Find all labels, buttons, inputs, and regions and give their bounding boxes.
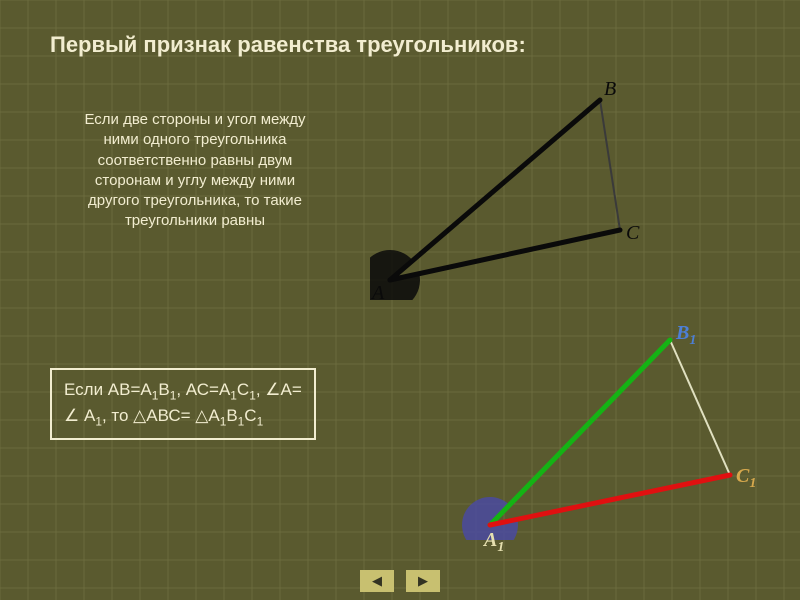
nav-controls: ◀ ▶ (360, 570, 440, 592)
vertex-a-label: A (372, 282, 384, 305)
vertex-а1-label: А1 (484, 529, 504, 556)
vertex-в1-label: В1 (676, 322, 696, 349)
prev-icon: ◀ (372, 573, 382, 589)
next-button[interactable]: ▶ (406, 570, 440, 592)
triangle-a1b1c1 (450, 330, 760, 540)
vertex-b-label: B (604, 78, 616, 101)
formula-line-1: Если АВ=А1В1, АС=А1С1, ∠А= (64, 378, 302, 404)
theorem-text: Если две стороны и угол между ними одног… (70, 110, 320, 232)
formula-box: Если АВ=А1В1, АС=А1С1, ∠А= ∠ А1, то △АВС… (50, 368, 316, 440)
next-icon: ▶ (418, 573, 428, 589)
formula-line-2: ∠ А1, то △АВС= △А1В1С1 (64, 404, 302, 430)
prev-button[interactable]: ◀ (360, 570, 394, 592)
triangle-abc (370, 90, 670, 300)
vertex-с1-label: С1 (736, 465, 756, 492)
slide-title: Первый признак равенства треугольников: (50, 32, 526, 58)
vertex-c-label: C (626, 222, 639, 245)
